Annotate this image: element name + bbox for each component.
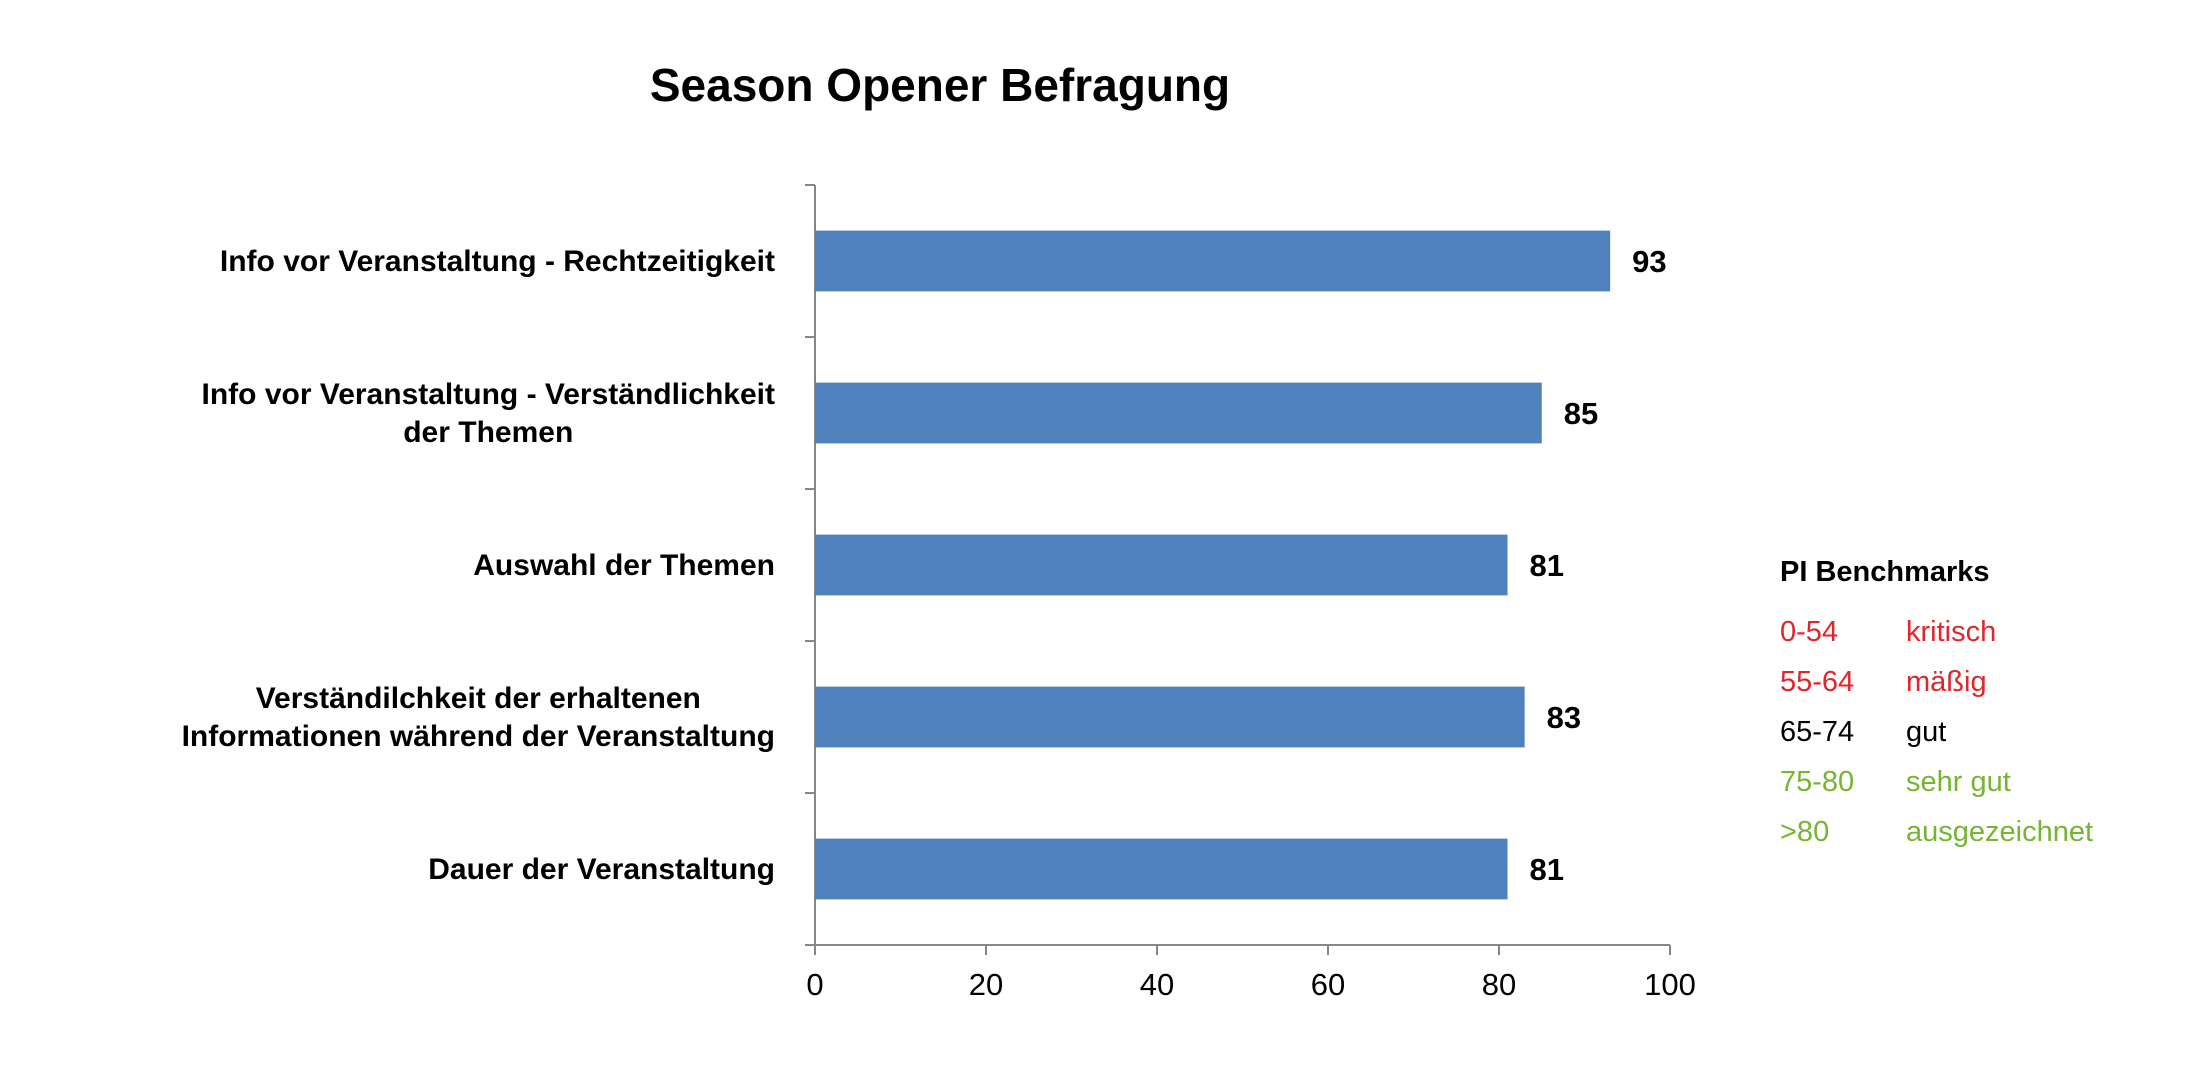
category-label-line: Info vor Veranstaltung - Verständlichkei… [202, 378, 775, 411]
benchmark-range: 0-54 [1780, 615, 1839, 648]
benchmark-label: gut [1906, 715, 1947, 748]
bar [815, 838, 1508, 900]
benchmarks-list: 0-54 kritisch 55-64 mäßig 65-74 gut 75-80 sehr … [1780, 607, 2093, 857]
data-label: 85 [1564, 396, 1598, 431]
benchmark-range: >80 [1780, 815, 1830, 848]
bar [815, 230, 1611, 292]
category-label: Dauer der Veranstaltung [428, 853, 775, 886]
benchmark-label: ausgezeichnet [1906, 815, 2094, 848]
category-label-line: der Themen [403, 416, 573, 449]
benchmarks-title: PI Benchmarks [1780, 556, 1990, 588]
x-tick-label: 100 [1644, 967, 1696, 1002]
x-tick-label: 80 [1482, 967, 1516, 1002]
plot-area: 0 20 40 60 80 100 93 Info vor Veranstaltung - R… [182, 184, 1696, 1002]
benchmark-label: sehr gut [1906, 765, 2011, 798]
category-label: Auswahl der Themen [473, 549, 775, 582]
benchmark-label: mäßig [1906, 665, 1987, 698]
x-tick-label: 40 [1140, 967, 1174, 1002]
benchmark-row: 55-64 mäßig [1780, 657, 2093, 707]
category-label: Info vor Veranstaltung - Rechtzeitigkeit [220, 245, 775, 278]
benchmark-range: 65-74 [1780, 715, 1855, 748]
benchmark-row: 0-54 kritisch [1780, 607, 2093, 657]
data-label: 93 [1632, 244, 1666, 279]
bar [815, 686, 1525, 748]
bar [815, 382, 1542, 444]
benchmarks-legend: PI Benchmarks 0-54 kritisch 55-64 mäßig 65-7… [1780, 556, 2093, 857]
x-tick-label: 20 [969, 967, 1003, 1002]
bar [815, 534, 1508, 596]
benchmark-row: 65-74 gut [1780, 707, 2093, 757]
benchmark-row: 75-80 sehr gut [1780, 757, 2093, 807]
x-tick-label: 0 [806, 967, 823, 1002]
data-label: 83 [1547, 700, 1581, 735]
category-label-line: Verständilchkeit der erhaltenen [256, 682, 701, 715]
category-label-line: Informationen während der Veranstaltung [182, 720, 775, 753]
category-label-line: Dauer der Veranstaltung [428, 853, 775, 886]
data-label: 81 [1530, 852, 1564, 887]
category-label: Verständilchkeit der erhaltenen Informati… [182, 682, 775, 753]
benchmark-label: kritisch [1906, 615, 1997, 648]
category-label: Info vor Veranstaltung - Verständlichkei… [202, 378, 775, 449]
benchmark-range: 75-80 [1780, 765, 1855, 798]
x-tick-label: 60 [1311, 967, 1345, 1002]
category-label-line: Auswahl der Themen [473, 549, 775, 582]
category-label-line: Info vor Veranstaltung - Rechtzeitigkeit [220, 245, 775, 278]
benchmark-range: 55-64 [1780, 665, 1855, 698]
data-label: 81 [1530, 548, 1564, 583]
benchmark-row: >80 ausgezeichnet [1780, 807, 2093, 857]
chart-title: Season Opener Befragung [650, 59, 1230, 111]
